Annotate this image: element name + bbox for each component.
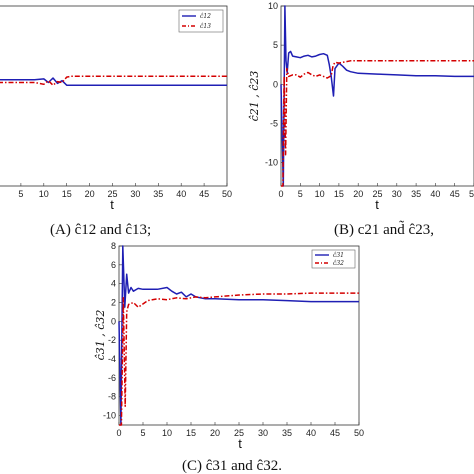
panel-b-x-tick-label-10: 50 [469,189,474,199]
panel-a-axes-box [0,5,228,187]
panel-a: 5 10 15 20 25 30 35 40 45 50 ĉ12 ĉ13 t (A) ĉ12 an… [0,5,232,238]
panel-c-y-ticks: 8 6 4 2 0 -2 -4 -6 -8 -10 [103,241,122,421]
panel-a-x-tick-label-0: 5 [18,189,23,199]
panel-c-legend: ĉ31 ĉ32 [311,249,356,269]
panel-b-x-ticks: 0 5 10 15 20 25 30 35 40 45 50 [278,183,474,199]
panel-a-legend: ĉ12 ĉ13 [178,9,224,33]
panel-b-x-tick-label-0: 0 [278,189,283,199]
panel-b-y-tick-label-2: 0 [273,79,278,89]
panel-c-series [118,245,359,426]
panel-b-y-tick-label-3: -5 [270,118,278,128]
panel-a-x-tick-label-6: 35 [153,189,163,199]
panel-b-x-tick-label-5: 25 [372,189,382,199]
panel-c-y-tick-label-2: 4 [111,279,116,289]
panel-c-x-tick-label-8: 40 [306,428,316,438]
panel-a-caption: (A) ĉ12 and ĉ13; [50,222,151,238]
panel-a-series [0,75,227,86]
panel-b-axes-box [280,5,474,187]
panel-c-x-tick-label-9: 45 [330,428,340,438]
panel-a-x-tick-label-1: 10 [39,189,49,199]
panel-a-series-line-1 [0,75,227,86]
panel-c-y-tick-label-7: -6 [108,373,116,383]
panel-c-caption: (C) ĉ31 and ĉ32. [182,458,282,474]
panel-a-x-tick-label-9: 50 [222,189,232,199]
panel-c-legend-label-1: ĉ31 [333,252,344,259]
panel-c-y-tick-label-3: 2 [111,298,116,308]
panel-a-x-tick-label-7: 40 [176,189,186,199]
panel-a-x-axis-label: t [110,197,114,212]
panel-b-x-tick-label-9: 45 [450,189,460,199]
panel-b-x-axis-label: t [375,197,379,212]
panel-a-legend-label-1: ĉ12 [200,13,211,20]
panel-c-y-tick-label-5: -2 [108,335,116,345]
panel-a-x-tick-label-4: 25 [107,189,117,199]
panel-b-x-tick-label-1: 5 [298,189,303,199]
panel-c-x-tick-label-3: 15 [186,428,196,438]
panel-c-x-tick-label-1: 5 [140,428,145,438]
panel-c-x-tick-label-7: 35 [282,428,292,438]
panel-c-legend-label-2: ĉ32 [333,260,344,267]
panel-c-y-tick-label-0: 8 [111,241,116,251]
panel-b-x-tick-label-3: 15 [334,189,344,199]
panel-c-y-tick-label-8: -8 [108,392,116,402]
panel-b-x-tick-label-6: 30 [392,189,402,199]
panel-c-x-axis-label: t [238,436,242,451]
panel-c-x-tick-label-4: 20 [210,428,220,438]
panel-b-x-tick-label-4: 20 [353,189,363,199]
panel-c-axes-box [118,245,360,426]
panel-a-x-tick-label-8: 45 [199,189,209,199]
panel-c-y-tick-label-4: 0 [111,316,116,326]
panel-b-series-line-1 [281,60,474,187]
panel-c-y-tick-label-9: -10 [103,411,116,421]
panel-c-y-tick-label-1: 6 [111,260,116,270]
panel-a-x-ticks: 5 10 15 20 25 30 35 40 45 50 [18,183,232,199]
panel-c-x-tick-label-6: 30 [258,428,268,438]
panel-b-y-tick-label-4: -10 [265,158,278,168]
panel-b-caption: (B) c21 and̃ ĉ23, [334,220,434,238]
panel-a-series-line-0 [0,77,227,86]
panel-a-legend-label-2: ĉ13 [200,23,211,30]
panel-c-x-tick-label-0: 0 [116,428,121,438]
panel-c-x-tick-label-2: 10 [162,428,172,438]
panel-b-x-tick-label-8: 40 [430,189,440,199]
panel-b-series-line-0 [280,5,474,187]
panel-b-y-axis-label: ĉ21 , ĉ23 [248,71,261,122]
panel-b-y-tick-label-0: 10 [268,1,278,11]
panel-b-series [280,5,474,187]
panel-a-x-tick-label-3: 20 [85,189,95,199]
panel-c-x-tick-label-10: 50 [354,428,364,438]
panel-c-y-axis-label: ĉ31 , ĉ32 [94,310,107,361]
panel-a-x-tick-label-5: 30 [130,189,140,199]
panel-c-series-line-1 [119,292,359,426]
panel-c-y-tick-label-6: -4 [108,354,116,364]
panel-b-x-tick-label-2: 10 [315,189,325,199]
panel-b-y-tick-label-1: 5 [273,40,278,50]
panel-c-x-ticks: 0 5 10 15 20 25 30 35 40 45 50 [116,422,364,438]
panel-a-x-tick-label-2: 15 [62,189,72,199]
panel-c-series-line-0 [118,245,359,426]
panel-b-x-tick-label-7: 35 [411,189,421,199]
panel-c-x-tick-label-5: 25 [234,428,244,438]
